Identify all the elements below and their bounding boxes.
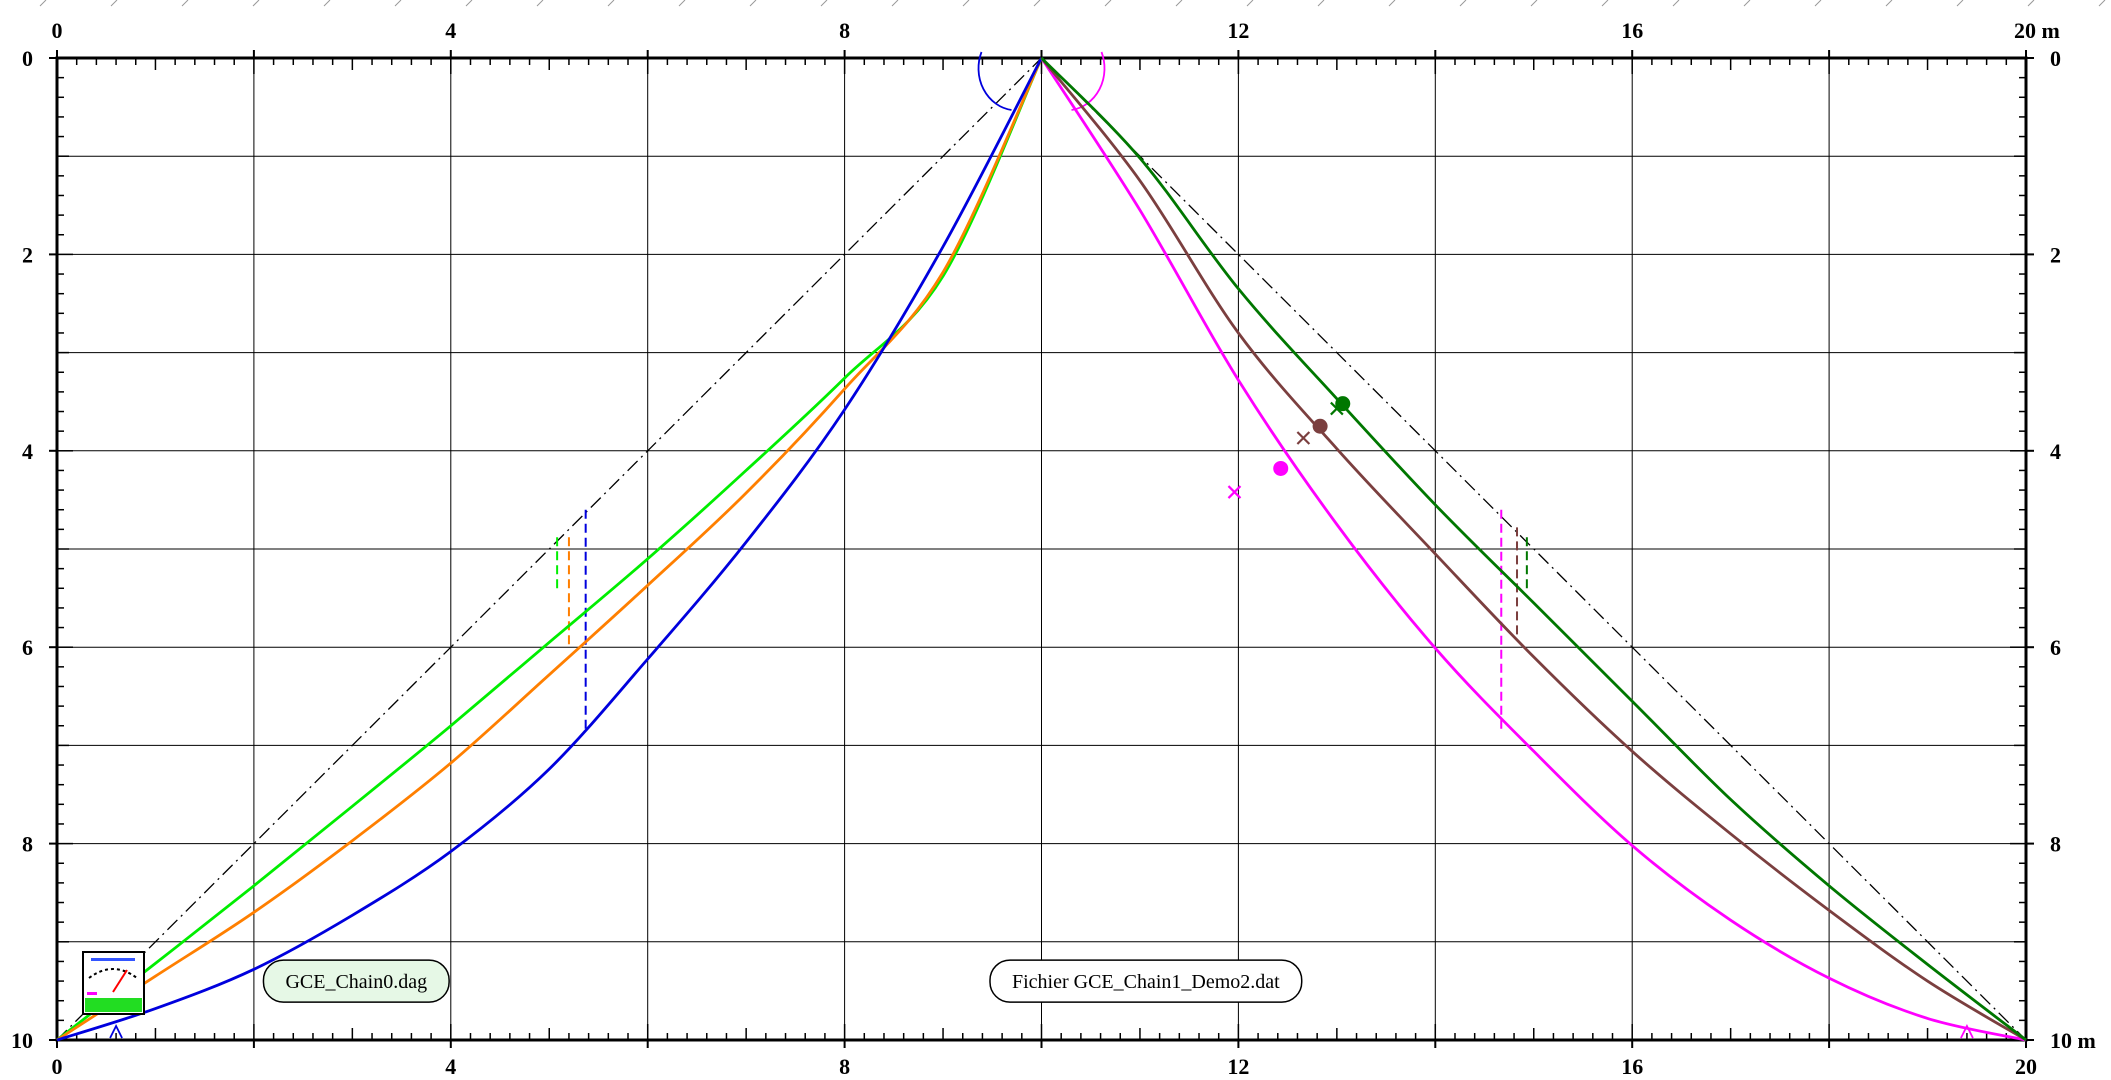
top-edge-mark bbox=[1104, 0, 1112, 7]
gauge-icon bbox=[82, 951, 145, 1015]
annotation-box bbox=[262, 959, 450, 1003]
top-edge-mark bbox=[891, 0, 899, 7]
top-edge-mark bbox=[749, 0, 757, 7]
x-tick-label-top: 16 bbox=[1621, 18, 1643, 43]
x-tick-label-top: 0 bbox=[52, 18, 63, 43]
top-edge-mark bbox=[607, 0, 615, 7]
top-edge-mark bbox=[1175, 0, 1183, 7]
x-tick-label-bottom: 0 bbox=[52, 1054, 63, 1079]
annotation-text: Fichier GCE_Chain1_Demo2.dat bbox=[1012, 971, 1280, 993]
top-edge-mark bbox=[1601, 0, 1609, 7]
reference-line bbox=[56, 57, 1042, 1041]
top-edge-mark bbox=[1246, 0, 1254, 7]
arrow-marker-left bbox=[109, 1023, 123, 1039]
reference-lines bbox=[56, 57, 2027, 1041]
x-tick-label-bottom: 20 bbox=[2015, 1054, 2037, 1079]
top-edge-mark bbox=[1459, 0, 1467, 7]
top-edge-mark bbox=[252, 0, 260, 7]
top-edge-mark bbox=[536, 0, 544, 7]
tick-labels: 0 4 8 12 16 20 m 0 4 8 12 16 20 0 2 4 6 8 10 0 2 4 6 8 10 m bbox=[11, 18, 2096, 1079]
y-tick-label-left: 8 bbox=[22, 832, 33, 857]
x-tick-label-top: 12 bbox=[1227, 18, 1249, 43]
series-line bbox=[1040, 57, 2027, 1042]
y-tick-label-left: 10 bbox=[11, 1028, 33, 1053]
y-tick-label-left: 6 bbox=[22, 635, 33, 660]
top-edge-mark bbox=[1033, 0, 1041, 7]
markers bbox=[1227, 396, 1351, 499]
top-edge-mark bbox=[39, 0, 47, 7]
data-point-circle bbox=[1273, 460, 1289, 476]
data-point-circle bbox=[1312, 418, 1328, 434]
annotation-box bbox=[989, 959, 1303, 1003]
top-edge-mark bbox=[1814, 0, 1822, 7]
data-point-cross bbox=[1330, 401, 1344, 416]
top-edge-mark bbox=[1530, 0, 1538, 7]
y-tick-label-left: 2 bbox=[22, 242, 33, 267]
series-line bbox=[1040, 57, 2027, 1042]
y-tick-label-right: 6 bbox=[2050, 635, 2061, 660]
top-edge-mark bbox=[323, 0, 331, 7]
apex-arc-right bbox=[1071, 51, 1106, 111]
series bbox=[56, 57, 2027, 1042]
x-tick-label-bottom: 12 bbox=[1227, 1054, 1249, 1079]
top-edge-mark bbox=[820, 0, 828, 7]
top-edge-mark bbox=[962, 0, 970, 7]
top-edge-mark bbox=[465, 0, 473, 7]
arrow-marker-right bbox=[1960, 1023, 1974, 1039]
top-edge-mark bbox=[110, 0, 118, 7]
y-tick-label-right: 8 bbox=[2050, 832, 2061, 857]
top-edge-mark bbox=[1317, 0, 1325, 7]
top-edge-mark bbox=[394, 0, 402, 7]
series-line bbox=[1040, 57, 2027, 1042]
y-tick-label-right: 10 m bbox=[2050, 1028, 2096, 1053]
y-tick-label-left: 0 bbox=[22, 46, 33, 71]
decorations bbox=[39, 0, 2106, 1039]
top-edge-mark bbox=[1388, 0, 1396, 7]
data-point-cross bbox=[1296, 431, 1311, 445]
x-tick-label-bottom: 16 bbox=[1621, 1054, 1643, 1079]
grid bbox=[57, 58, 2026, 1040]
series-line bbox=[56, 57, 1043, 1042]
apex-arc-left bbox=[977, 51, 1012, 111]
x-tick-label-top: 8 bbox=[839, 18, 850, 43]
top-edge-mark bbox=[181, 0, 189, 7]
x-tick-label-top: 4 bbox=[445, 18, 456, 43]
reference-line bbox=[1041, 57, 2027, 1041]
top-edge-mark bbox=[678, 0, 686, 7]
x-tick-label-top: 20 m bbox=[2014, 18, 2060, 43]
top-edge-mark bbox=[2027, 0, 2035, 7]
top-edge-mark bbox=[1743, 0, 1751, 7]
top-edge-mark bbox=[1956, 0, 1964, 7]
annotation-text: GCE_Chain0.dag bbox=[285, 971, 427, 993]
data-point-cross bbox=[1227, 485, 1242, 499]
top-edge-mark bbox=[1885, 0, 1893, 7]
annotations: GCE_Chain0.dag Fichier GCE_Chain1_Demo2.d… bbox=[262, 959, 1303, 1003]
y-tick-label-right: 0 bbox=[2050, 46, 2061, 71]
y-tick-label-right: 2 bbox=[2050, 242, 2061, 267]
y-tick-label-right: 4 bbox=[2050, 439, 2061, 464]
top-edge-mark bbox=[2098, 0, 2106, 7]
x-tick-label-bottom: 4 bbox=[445, 1054, 456, 1079]
top-edge-mark bbox=[1672, 0, 1680, 7]
x-tick-label-bottom: 8 bbox=[839, 1054, 850, 1079]
series-line bbox=[56, 57, 1043, 1042]
y-tick-label-left: 4 bbox=[22, 439, 33, 464]
